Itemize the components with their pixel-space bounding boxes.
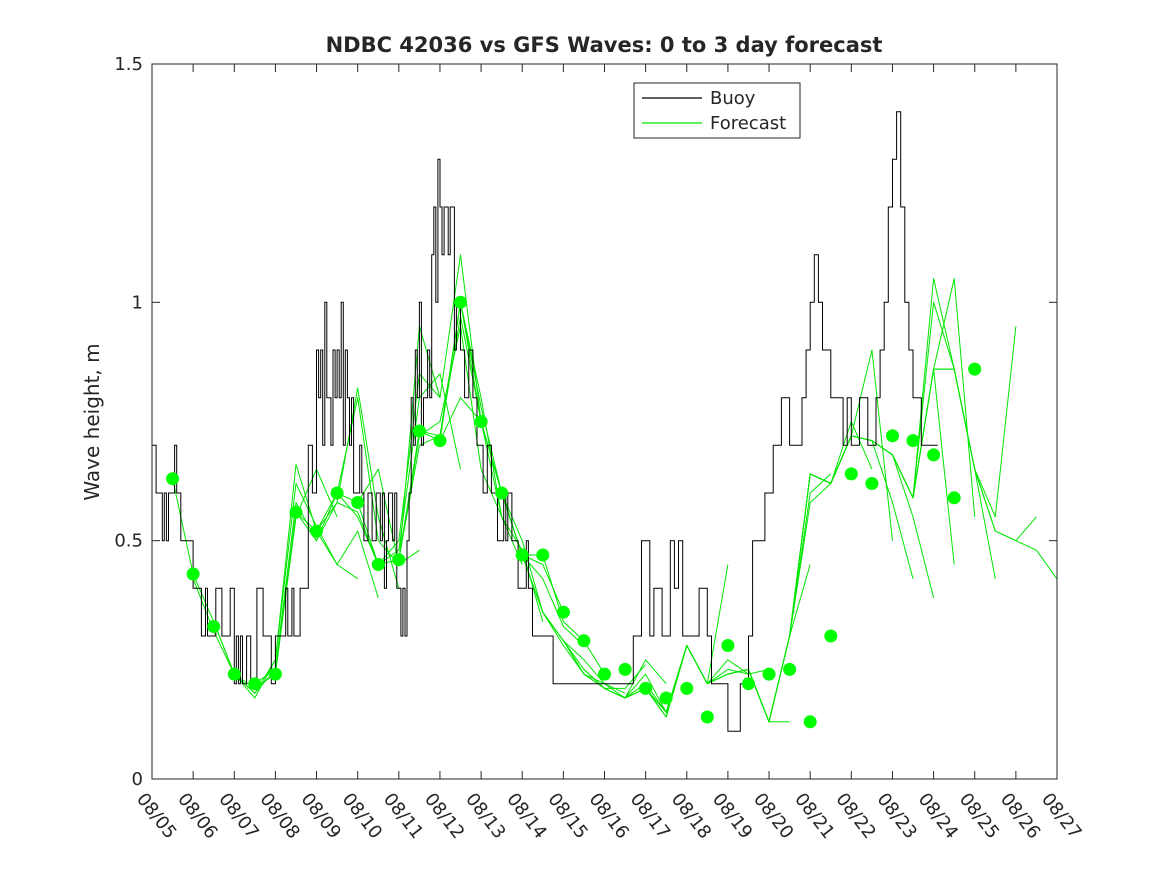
forecast-analysis-marker <box>351 496 365 509</box>
forecast-analysis-marker <box>166 472 180 486</box>
forecast-analysis-marker <box>824 629 838 643</box>
forecast-analysis-marker <box>515 548 529 562</box>
forecast-analysis-marker <box>700 710 714 724</box>
forecast-analysis-marker <box>474 415 488 428</box>
y-tick-label: 0.5 <box>114 531 143 552</box>
forecast-analysis-marker <box>598 667 611 681</box>
forecast-analysis-marker <box>454 295 467 309</box>
forecast-analysis-marker <box>227 667 241 681</box>
forecast-analysis-marker <box>742 677 755 691</box>
forecast-analysis-marker <box>865 477 879 490</box>
forecast-series-line-4 <box>233 463 379 699</box>
legend-box <box>633 82 801 139</box>
forecast-analysis-marker <box>371 558 385 571</box>
forecast-analysis-marker <box>495 486 509 500</box>
series-group <box>152 111 1057 732</box>
y-axis-label: Wave height, m <box>80 343 104 500</box>
plot-area <box>152 64 1057 779</box>
forecast-analysis-marker <box>886 429 899 443</box>
forecast-series-line-9 <box>336 254 482 565</box>
forecast-analysis-marker <box>248 677 262 691</box>
forecast-analysis-marker <box>289 505 303 519</box>
legend-forecast-label: Forecast <box>710 113 786 134</box>
forecast-analysis-marker <box>186 567 200 581</box>
chart-title: NDBC 42036 vs GFS Waves: 0 to 3 day fore… <box>326 33 883 57</box>
forecast-analysis-marker <box>762 667 776 681</box>
forecast-analysis-marker <box>412 424 426 438</box>
forecast-analysis-marker <box>268 667 282 681</box>
forecast-analysis-marker <box>577 634 591 648</box>
forecast-series-line-8 <box>316 373 461 565</box>
forecast-analysis-marker <box>207 620 221 633</box>
plot-background <box>152 64 1057 779</box>
forecast-analysis-marker <box>844 467 858 481</box>
forecast-analysis-marker <box>330 486 344 500</box>
buoy-series-line <box>152 111 938 732</box>
forecast-analysis-marker <box>783 662 797 676</box>
forecast-analysis-marker <box>618 662 632 676</box>
forecast-series-line-2 <box>192 468 338 694</box>
forecast-analysis-marker <box>803 715 817 729</box>
forecast-analysis-marker <box>433 434 447 448</box>
forecast-analysis-marker <box>947 491 961 505</box>
forecast-analysis-marker <box>392 553 406 567</box>
forecast-analysis-marker <box>906 434 920 448</box>
forecast-analysis-marker <box>721 639 735 652</box>
forecast-analysis-marker <box>659 691 673 705</box>
forecast-analysis-marker <box>680 681 694 695</box>
forecast-analysis-marker <box>639 681 653 695</box>
forecast-analysis-marker <box>927 448 941 462</box>
legend: Buoy Forecast <box>633 82 801 139</box>
forecast-analysis-marker <box>968 362 982 376</box>
forecast-analysis-marker <box>536 548 550 562</box>
forecast-series-line-5 <box>254 387 400 685</box>
forecast-analysis-marker <box>556 605 570 619</box>
y-tick-label: 1 <box>132 292 143 313</box>
forecast-series-line-37 <box>912 278 1057 580</box>
legend-buoy-label: Buoy <box>710 88 756 109</box>
y-tick-label: 0 <box>132 769 143 790</box>
y-tick-label: 1.5 <box>114 54 143 75</box>
forecast-analysis-marker <box>310 524 323 538</box>
forecast-series-line-7 <box>295 325 441 565</box>
